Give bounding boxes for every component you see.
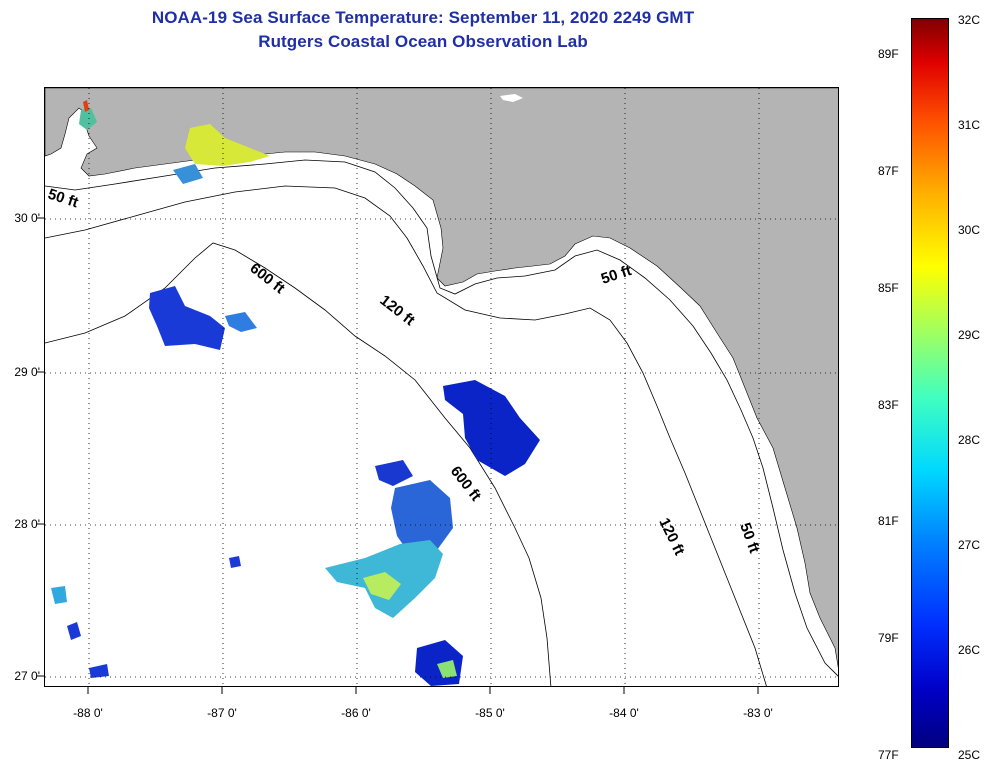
colorbar-label-c: 31C [958,118,981,132]
sst-patch [229,556,241,568]
sst-patch [437,660,457,678]
lat-tick-label: 30 0' [14,211,40,225]
colorbar-label-c: 32C [958,13,981,27]
lon-tick-label: -83 0' [743,706,773,720]
sst-patch [51,586,67,604]
lon-tick-label: -86 0' [341,706,371,720]
sst-patches [51,100,540,686]
lon-tick-label: -84 0' [609,706,639,720]
colorbar-label-c: 27C [958,538,981,552]
lon-tick-label: -87 0' [207,706,237,720]
colorbar-label-c: 28C [958,433,981,447]
sst-patch [173,164,203,184]
colorbar-label-f: 89F [878,47,899,61]
colorbar-label-f: 87F [878,164,899,178]
colorbar-label-f: 81F [878,514,899,528]
contour-120ft [45,185,767,686]
lon-tick-label: -88 0' [73,706,103,720]
contour-600ft [45,242,552,686]
colorbar-label-f: 79F [878,631,899,645]
colorbar-label-c: 26C [958,643,981,657]
graticule [45,88,838,686]
lat-tick-label: 29 0' [14,365,40,379]
sst-patch [185,124,270,166]
lat-tick-label: 28 0' [14,517,40,531]
sst-map: 50 ft 600 ft 120 ft 50 ft 600 ft 120 ft … [44,87,839,687]
sst-patch [443,380,540,476]
map-canvas: 50 ft 600 ft 120 ft 50 ft 600 ft 120 ft … [45,88,838,686]
colorbar-label-f: 85F [878,281,899,295]
temperature-colorbar [911,18,949,748]
sst-patch [225,312,257,332]
sst-patch [149,286,225,350]
colorbar-label-f: 77F [878,748,899,762]
sst-patch [79,108,97,130]
lat-tick-label: 27 0' [14,669,40,683]
sst-patch [363,572,401,600]
lon-tick-label: -85 0' [475,706,505,720]
colorbar-label-f: 83F [878,398,899,412]
contour-50ft [45,159,838,677]
land-speck [500,94,523,102]
colorbar-label-c: 25C [958,748,981,762]
colorbar-label-c: 29C [958,328,981,342]
sst-patch [391,480,453,556]
map-subtitle: Rutgers Coastal Ocean Observation Lab [258,32,588,51]
sst-patch [375,460,413,486]
sst-patch [89,664,109,678]
sst-patch [67,622,81,640]
sst-patch [83,100,89,112]
map-title: NOAA-19 Sea Surface Temperature: Septemb… [151,8,695,27]
colorbar-label-c: 30C [958,223,981,237]
